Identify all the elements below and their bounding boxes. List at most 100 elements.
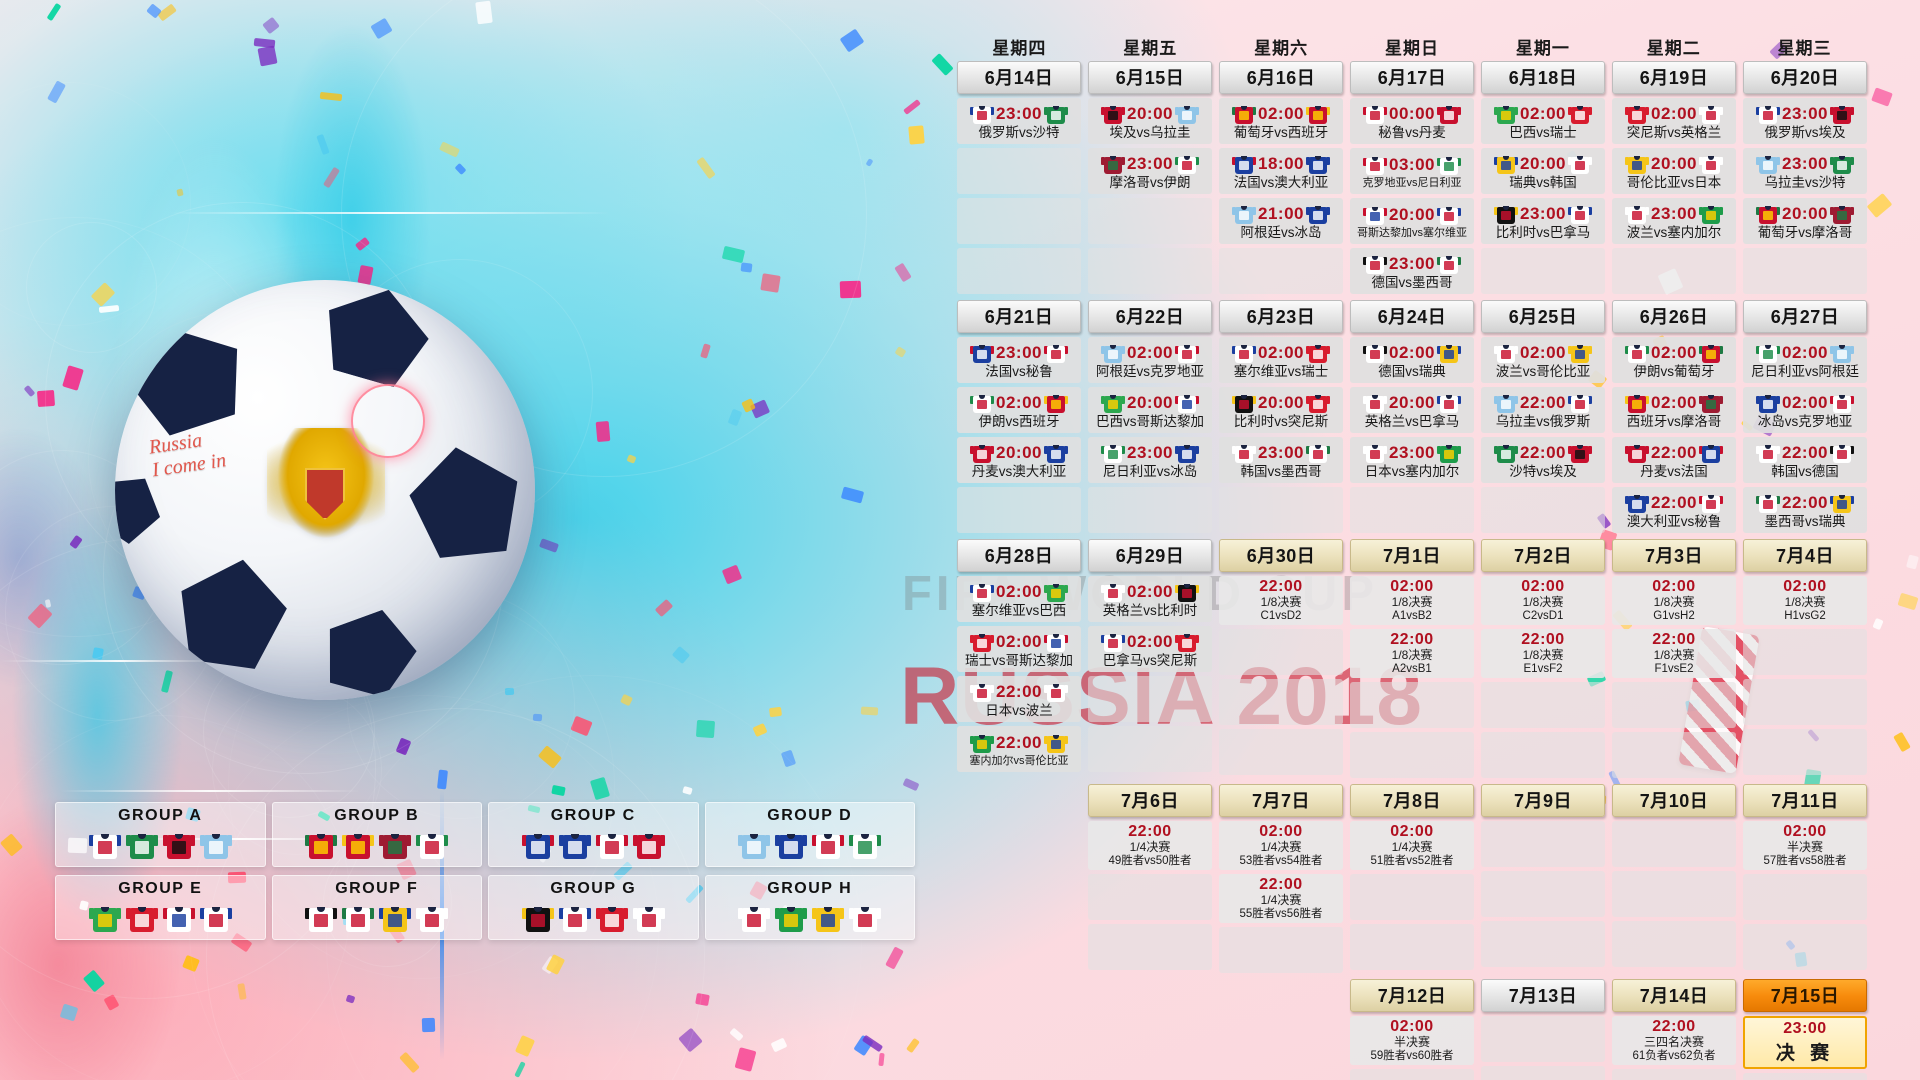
match-cell[interactable]: 23:00 波兰vs塞内加尔 (1612, 198, 1736, 244)
match-cell[interactable]: 20:00 比利时vs突尼斯 (1219, 387, 1343, 433)
date-header-6月26日[interactable]: 6月26日 (1612, 300, 1736, 333)
group-box-group-b[interactable]: GROUP B (271, 802, 482, 867)
match-cell[interactable]: 23:00 日本vs塞内加尔 (1350, 437, 1474, 483)
match-cell[interactable]: 22:00 沙特vs埃及 (1481, 437, 1605, 483)
date-header-6月16日[interactable]: 6月16日 (1219, 61, 1343, 94)
match-cell[interactable]: 02:00 塞尔维亚vs巴西 (957, 576, 1081, 622)
match-cell[interactable]: 23:00 比利时vs巴拿马 (1481, 198, 1605, 244)
date-header-6月19日[interactable]: 6月19日 (1612, 61, 1736, 94)
match-cell[interactable]: 20:00 哥斯达黎加vs塞尔维亚 (1350, 198, 1474, 244)
knockout-match-cell[interactable]: 22:00 三四名决赛 61负者vs62负者 (1612, 1016, 1736, 1066)
match-cell[interactable]: 00:00 秘鲁vs丹麦 (1350, 98, 1474, 144)
group-box-group-h[interactable]: GROUP H (704, 875, 915, 940)
knockout-match-cell[interactable]: 22:00 1/8决赛 A2vsB1 (1350, 629, 1474, 679)
date-header-6月23日[interactable]: 6月23日 (1219, 300, 1343, 333)
final-match-cell[interactable]: 23:00 决 赛 (1743, 1016, 1867, 1070)
date-header-6月24日[interactable]: 6月24日 (1350, 300, 1474, 333)
match-cell[interactable]: 23:00 乌拉圭vs沙特 (1743, 148, 1867, 194)
date-header-7月6日[interactable]: 7月6日 (1088, 784, 1212, 818)
date-header-6月21日[interactable]: 6月21日 (957, 300, 1081, 333)
knockout-match-cell[interactable]: 02:00 1/4决赛 51胜者vs52胜者 (1350, 821, 1474, 871)
match-cell[interactable]: 23:00 俄罗斯vs埃及 (1743, 98, 1867, 144)
date-header-7月9日[interactable]: 7月9日 (1481, 784, 1605, 818)
match-cell[interactable]: 21:00 阿根廷vs冰岛 (1219, 198, 1343, 244)
knockout-match-cell[interactable]: 22:00 1/4决赛 55胜者vs56胜者 (1219, 874, 1343, 924)
date-header-7月12日[interactable]: 7月12日 (1350, 979, 1474, 1013)
date-header-7月3日[interactable]: 7月3日 (1612, 539, 1736, 572)
knockout-match-cell[interactable]: 02:00 1/8决赛 C2vsD1 (1481, 576, 1605, 626)
date-header-6月17日[interactable]: 6月17日 (1350, 61, 1474, 94)
date-header-7月10日[interactable]: 7月10日 (1612, 784, 1736, 818)
match-cell[interactable]: 03:00 克罗地亚vs尼日利亚 (1350, 148, 1474, 194)
date-header-6月22日[interactable]: 6月22日 (1088, 300, 1212, 333)
match-cell[interactable]: 02:00 阿根廷vs克罗地亚 (1088, 337, 1212, 383)
match-cell[interactable]: 02:00 德国vs瑞典 (1350, 337, 1474, 383)
date-header-7月14日[interactable]: 7月14日 (1612, 979, 1736, 1013)
match-cell[interactable]: 22:00 日本vs波兰 (957, 676, 1081, 722)
match-cell[interactable]: 20:00 埃及vs乌拉圭 (1088, 98, 1212, 144)
match-cell[interactable]: 02:00 突尼斯vs英格兰 (1612, 98, 1736, 144)
match-cell[interactable]: 02:00 波兰vs哥伦比亚 (1481, 337, 1605, 383)
match-cell[interactable]: 23:00 韩国vs墨西哥 (1219, 437, 1343, 483)
match-cell[interactable]: 02:00 瑞士vs哥斯达黎加 (957, 626, 1081, 672)
date-header-6月15日[interactable]: 6月15日 (1088, 61, 1212, 94)
date-header-7月8日[interactable]: 7月8日 (1350, 784, 1474, 818)
match-cell[interactable]: 20:00 哥伦比亚vs日本 (1612, 148, 1736, 194)
date-header-6月27日[interactable]: 6月27日 (1743, 300, 1867, 333)
match-cell[interactable]: 22:00 塞内加尔vs哥伦比亚 (957, 726, 1081, 772)
date-header-6月18日[interactable]: 6月18日 (1481, 61, 1605, 94)
date-header-6月20日[interactable]: 6月20日 (1743, 61, 1867, 94)
date-header-6月28日[interactable]: 6月28日 (957, 539, 1081, 572)
match-cell[interactable]: 22:00 丹麦vs法国 (1612, 437, 1736, 483)
knockout-match-cell[interactable]: 02:00 1/4决赛 53胜者vs54胜者 (1219, 821, 1343, 871)
knockout-match-cell[interactable]: 02:00 半决赛 57胜者vs58胜者 (1743, 821, 1867, 871)
date-header-7月4日[interactable]: 7月4日 (1743, 539, 1867, 572)
match-cell[interactable]: 22:00 韩国vs德国 (1743, 437, 1867, 483)
match-cell[interactable]: 22:00 澳大利亚vs秘鲁 (1612, 487, 1736, 533)
knockout-match-cell[interactable]: 02:00 半决赛 59胜者vs60胜者 (1350, 1016, 1474, 1066)
date-header-6月14日[interactable]: 6月14日 (957, 61, 1081, 94)
group-box-group-e[interactable]: GROUP E (55, 875, 266, 940)
date-header-7月11日[interactable]: 7月11日 (1743, 784, 1867, 818)
match-cell[interactable]: 20:00 巴西vs哥斯达黎加 (1088, 387, 1212, 433)
group-box-group-g[interactable]: GROUP G (488, 875, 699, 940)
match-cell[interactable]: 02:00 伊朗vs葡萄牙 (1612, 337, 1736, 383)
match-cell[interactable]: 23:00 法国vs秘鲁 (957, 337, 1081, 383)
match-cell[interactable]: 02:00 巴拿马vs突尼斯 (1088, 626, 1212, 672)
knockout-match-cell[interactable]: 22:00 1/8决赛 C1vsD2 (1219, 576, 1343, 626)
date-header-6月30日[interactable]: 6月30日 (1219, 539, 1343, 572)
date-header-7月15日[interactable]: 7月15日 (1743, 979, 1867, 1013)
match-cell[interactable]: 23:00 俄罗斯vs沙特 (957, 98, 1081, 144)
match-cell[interactable]: 23:00 尼日利亚vs冰岛 (1088, 437, 1212, 483)
match-cell[interactable]: 02:00 尼日利亚vs阿根廷 (1743, 337, 1867, 383)
match-cell[interactable]: 02:00 巴西vs瑞士 (1481, 98, 1605, 144)
match-cell[interactable]: 02:00 英格兰vs比利时 (1088, 576, 1212, 622)
match-cell[interactable]: 18:00 法国vs澳大利亚 (1219, 148, 1343, 194)
date-header-7月1日[interactable]: 7月1日 (1350, 539, 1474, 572)
date-header-6月29日[interactable]: 6月29日 (1088, 539, 1212, 572)
match-cell[interactable]: 23:00 德国vs墨西哥 (1350, 248, 1474, 294)
match-cell[interactable]: 02:00 伊朗vs西班牙 (957, 387, 1081, 433)
date-header-6月25日[interactable]: 6月25日 (1481, 300, 1605, 333)
match-cell[interactable]: 02:00 冰岛vs克罗地亚 (1743, 387, 1867, 433)
match-cell[interactable]: 23:00 摩洛哥vs伊朗 (1088, 148, 1212, 194)
match-cell[interactable]: 20:00 丹麦vs澳大利亚 (957, 437, 1081, 483)
date-header-7月2日[interactable]: 7月2日 (1481, 539, 1605, 572)
group-box-group-a[interactable]: GROUP A (55, 802, 266, 867)
match-cell[interactable]: 02:00 葡萄牙vs西班牙 (1219, 98, 1343, 144)
date-header-7月13日[interactable]: 7月13日 (1481, 979, 1605, 1013)
knockout-match-cell[interactable]: 02:00 1/8决赛 G1vsH2 (1612, 576, 1736, 626)
match-cell[interactable]: 20:00 瑞典vs韩国 (1481, 148, 1605, 194)
knockout-match-cell[interactable]: 22:00 1/8决赛 F1vsE2 (1612, 629, 1736, 679)
group-box-group-c[interactable]: GROUP C (488, 802, 699, 867)
knockout-match-cell[interactable]: 02:00 1/8决赛 A1vsB2 (1350, 576, 1474, 626)
match-cell[interactable]: 02:00 塞尔维亚vs瑞士 (1219, 337, 1343, 383)
group-box-group-f[interactable]: GROUP F (271, 875, 482, 940)
date-header-7月7日[interactable]: 7月7日 (1219, 784, 1343, 818)
knockout-match-cell[interactable]: 22:00 1/8决赛 E1vsF2 (1481, 629, 1605, 679)
match-cell[interactable]: 20:00 英格兰vs巴拿马 (1350, 387, 1474, 433)
match-cell[interactable]: 22:00 墨西哥vs瑞典 (1743, 487, 1867, 533)
knockout-match-cell[interactable]: 22:00 1/4决赛 49胜者vs50胜者 (1088, 821, 1212, 871)
match-cell[interactable]: 22:00 乌拉圭vs俄罗斯 (1481, 387, 1605, 433)
match-cell[interactable]: 02:00 西班牙vs摩洛哥 (1612, 387, 1736, 433)
